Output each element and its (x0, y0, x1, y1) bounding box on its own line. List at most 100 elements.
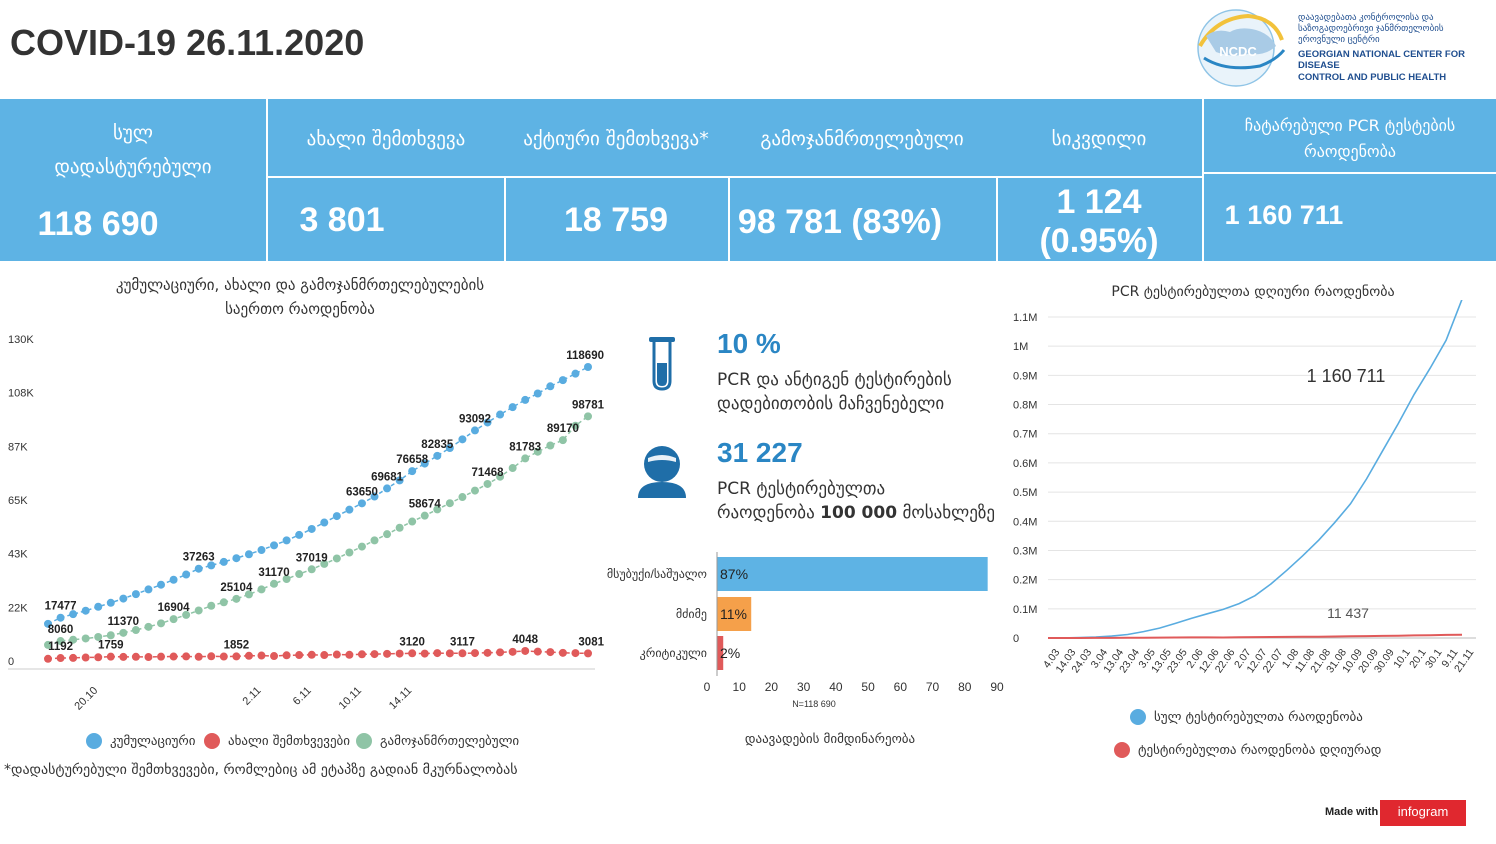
data-point (282, 651, 291, 660)
data-point (508, 403, 517, 412)
ncdc-logo: NCDC დაავადებათა კონტროლისა და საზოგადოე… (1186, 6, 1486, 92)
legend-pcr-daily: ტესტირებულთა რაოდენობა დღიურად (1114, 742, 1381, 758)
data-point (345, 650, 354, 659)
data-point (182, 610, 191, 619)
data-point (546, 382, 555, 391)
data-point (496, 410, 505, 419)
data-point (521, 395, 530, 404)
y-tick-label: 65K (8, 495, 28, 507)
data-point (470, 426, 479, 435)
x-tick-label: 10.11 (337, 685, 364, 712)
bar-value-label: 11% (720, 606, 747, 622)
end-label: 1 160 711 (1307, 366, 1386, 386)
legend-recovered-label: გამოჯანმრთელებული (380, 733, 520, 749)
total-label: სულ დადასტურებული (0, 107, 266, 193)
data-point (458, 649, 467, 658)
new-label: ახალი შემთხვევა (306, 128, 466, 150)
pcr-line-chart: 0 0.1M 0.2M 0.3M 0.4M 0.5M 0.6M 0.7M 0.8M 0.9M 1M 1… (1013, 300, 1477, 675)
data-point (433, 451, 442, 460)
data-point (458, 493, 467, 502)
data-label: 31170 (258, 567, 289, 579)
data-label: 17477 (45, 601, 77, 613)
y-tick-label: 1M (1013, 341, 1028, 353)
data-point (270, 541, 279, 550)
data-point (131, 626, 140, 635)
data-point (357, 650, 366, 659)
data-point (157, 619, 166, 628)
x-tick-label: 30 (797, 680, 811, 694)
recovered-label: გამოჯანმრთელებული (760, 128, 964, 150)
data-point (44, 640, 52, 649)
series-line (47, 415, 589, 646)
legend-pcr-total-label: სულ ტესტირებულთა რაოდენობა (1154, 709, 1363, 725)
data-point (106, 652, 115, 661)
legend-recovered: გამოჯანმრთელებული (356, 733, 519, 749)
data-point (558, 376, 567, 385)
y-tick-label: 0 (8, 656, 14, 668)
data-point (232, 594, 241, 603)
data-point (257, 546, 266, 555)
data-label: 37019 (296, 552, 328, 564)
data-point (558, 436, 567, 445)
banner-divider (996, 176, 998, 261)
ncdc-globe-icon: NCDC (1197, 9, 1286, 87)
data-point (496, 472, 505, 481)
data-point (94, 653, 103, 662)
data-point (320, 651, 329, 660)
data-point (320, 518, 329, 527)
banner-divider (268, 176, 1202, 178)
total-label-line-1: სულ (112, 122, 154, 144)
data-point (433, 505, 442, 514)
data-point (119, 652, 128, 661)
data-point (571, 649, 580, 658)
data-label: 8060 (48, 624, 74, 636)
deaths-label: სიკვდილი (1051, 128, 1147, 150)
y-tick-label: 0 (1013, 633, 1019, 645)
logo-name-ka-2: საზოგადოებრივი ჯანმრთელობის (1298, 23, 1444, 33)
data-point (420, 649, 429, 658)
severity-bar-chart: მსუბუქი/საშუალო 87% მძიმე 11% კრიტიკული 2% 0 10… (607, 552, 1004, 709)
data-point (458, 435, 467, 444)
legend-new: ახალი შემთხვევები (204, 733, 350, 749)
data-point (546, 441, 555, 450)
data-point (56, 637, 65, 646)
data-point (56, 654, 65, 663)
y-tick-label: 0.7M (1013, 429, 1037, 441)
data-label: 71468 (472, 467, 505, 479)
left-chart-title-line-2: საერთო რაოდენობა (225, 300, 375, 318)
data-point (307, 650, 316, 659)
banner-divider (1204, 172, 1496, 174)
data-point (320, 559, 329, 568)
data-point (106, 631, 115, 640)
data-label: 69681 (371, 471, 404, 483)
positivity-value: 10 % (717, 328, 781, 359)
data-point (207, 561, 216, 570)
logo-name-en-2: CONTROL AND PUBLIC HEALTH (1298, 72, 1447, 83)
data-point (345, 505, 354, 514)
x-tick-label: 90 (990, 680, 1004, 694)
data-label: 4048 (512, 634, 538, 646)
data-point (571, 369, 580, 378)
data-point (383, 649, 392, 658)
severity-title: დაავადების მიმდინარეობა (744, 732, 916, 747)
infogram-badge[interactable]: infogram (1380, 800, 1466, 826)
legend-dot (204, 733, 220, 749)
data-point (282, 575, 291, 584)
data-point (244, 651, 253, 660)
active-label: აქტიური შემთხვევა* (523, 128, 709, 150)
data-point (232, 554, 241, 563)
data-point (357, 499, 366, 508)
legend-cumulative: კუმულაციური (86, 733, 195, 749)
data-label: 1192 (48, 641, 73, 653)
y-tick-label: 43K (8, 549, 28, 561)
data-point (257, 651, 266, 660)
data-point (94, 632, 103, 641)
data-point (508, 647, 517, 656)
legend-cumulative-label: კუმულაციური (110, 733, 196, 749)
data-point (169, 575, 178, 584)
per100k-desc: PCR ტესტირებულთა რაოდენობა 100 000 მოსახ… (717, 477, 995, 525)
data-point (270, 579, 279, 588)
total-value: 118 690 (37, 204, 159, 243)
data-point (131, 590, 140, 599)
logo-name-ka-3: ეროვნული ცენტრი (1298, 34, 1380, 44)
